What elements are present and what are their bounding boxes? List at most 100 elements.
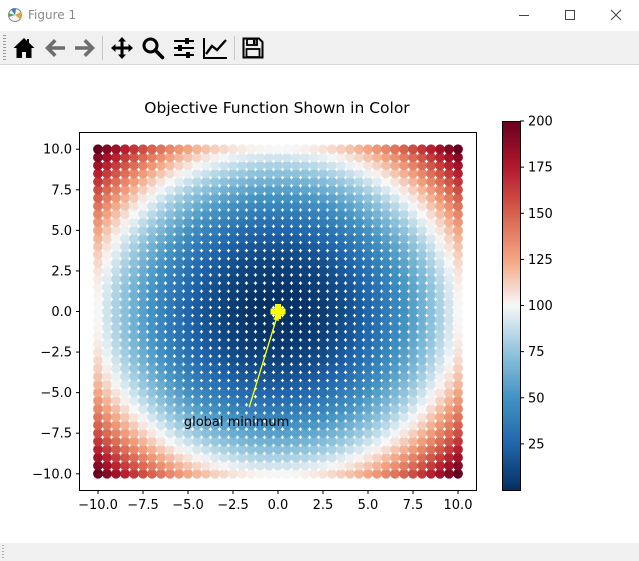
scatter-point: [435, 436, 445, 447]
scatter-point: [336, 225, 346, 236]
scatter-point: [309, 347, 319, 357]
zoom-button[interactable]: [139, 34, 167, 62]
scatter-point: [129, 330, 139, 341]
forward-button[interactable]: [71, 34, 99, 62]
scatter-point: [336, 468, 346, 479]
scatter-point: [354, 233, 364, 244]
scatter-point: [435, 355, 445, 366]
scatter-point: [147, 160, 157, 171]
scatter-point: [309, 322, 319, 333]
scatter-point: [201, 314, 211, 325]
scatter-point: [435, 160, 445, 171]
scatter-point: [381, 387, 391, 398]
scatter-point: [246, 420, 256, 430]
scatter-point: [399, 436, 409, 447]
pan-button[interactable]: [108, 34, 136, 62]
scatter-point: [291, 184, 301, 195]
scatter-point: [318, 176, 328, 187]
scatter-point: [282, 452, 292, 463]
scatter-point: [246, 241, 256, 252]
scatter-point: [156, 282, 166, 293]
scatter-point: [381, 290, 391, 301]
scatter-point: [93, 379, 103, 390]
scatter-point: [453, 241, 463, 252]
scatter-point: [417, 282, 427, 293]
scatter-point: [111, 274, 121, 284]
scatter-point: [174, 428, 184, 439]
scatter-point: [156, 363, 166, 374]
scatter-point: [345, 201, 355, 211]
scatter-point: [318, 298, 328, 309]
scatter-point: [237, 266, 247, 276]
scatter-point: [201, 436, 211, 447]
scatter-point: [327, 282, 337, 293]
save-button[interactable]: [239, 34, 267, 62]
scatter-point: [102, 176, 112, 187]
scatter-point: [399, 225, 409, 236]
scatter-point: [372, 436, 382, 447]
scatter-point: [201, 168, 211, 179]
scatter-point: [363, 322, 373, 333]
scatter-point: [165, 371, 175, 382]
minimize-button[interactable]: [501, 0, 547, 30]
scatter-point: [120, 290, 130, 301]
scatter-point: [318, 217, 328, 228]
scatter-point: [390, 330, 400, 341]
scatter-point: [354, 355, 364, 366]
close-button[interactable]: [593, 0, 639, 30]
scatter-point: [327, 160, 337, 171]
back-button[interactable]: [41, 34, 69, 62]
y-tick-label: −2.5: [40, 346, 72, 361]
x-tick-label: 0.0: [268, 498, 289, 513]
edit-axes-button[interactable]: [201, 34, 229, 62]
scatter-point: [156, 193, 166, 203]
scatter-point: [210, 460, 220, 471]
scatter-point: [282, 152, 292, 163]
scatter-point: [273, 452, 283, 463]
scatter-point: [129, 347, 139, 357]
maximize-button[interactable]: [547, 0, 593, 30]
plot-area[interactable]: −10.0 −7.5 −5.0 −2.5 0.0 2.5 5.0 7.5 10.0 10.07.…: [32, 132, 477, 514]
scatter-point: [111, 152, 121, 163]
home-button[interactable]: [10, 34, 38, 62]
scatter-point: [291, 209, 301, 220]
scatter-point: [291, 201, 301, 211]
scatter-point: [309, 460, 319, 471]
scatter-point: [174, 444, 184, 455]
colorbar-tick-label: 100: [528, 299, 553, 314]
scatter-point: [327, 144, 337, 155]
scatter-point: [219, 290, 229, 301]
scatter-point: [399, 371, 409, 382]
scatter-point: [273, 371, 283, 382]
scatter-point: [381, 436, 391, 447]
scatter-point: [291, 168, 301, 179]
scatter-point: [435, 347, 445, 357]
scatter-point: [165, 387, 175, 398]
scatter-point: [93, 193, 103, 203]
scatter-point: [354, 322, 364, 333]
scatter-point: [327, 152, 337, 163]
scatter-point: [156, 428, 166, 439]
scatter-point: [129, 160, 139, 171]
scatter-point: [156, 217, 166, 228]
scatter-point: [300, 184, 310, 195]
x-tick-label: −7.5: [127, 498, 159, 513]
scatter-point: [219, 176, 229, 187]
scatter-point: [246, 436, 256, 447]
scatter-point: [273, 395, 283, 406]
configure-subplots-button[interactable]: [170, 34, 198, 62]
scatter-point: [210, 339, 220, 349]
scatter-point: [120, 363, 130, 374]
scatter-point: [165, 176, 175, 187]
scatter-point: [399, 444, 409, 455]
scatter-point: [372, 339, 382, 349]
scatter-point: [327, 403, 337, 414]
scatter-point: [282, 322, 292, 333]
scatter-point: [228, 436, 238, 447]
scatter-point: [426, 428, 436, 439]
figure-canvas[interactable]: Objective Function Shown in Color −10.0−…: [0, 65, 639, 543]
scatter-point: [354, 241, 364, 252]
scatter-point: [237, 395, 247, 406]
scatter-point: [372, 428, 382, 439]
scatter-point: [399, 274, 409, 284]
